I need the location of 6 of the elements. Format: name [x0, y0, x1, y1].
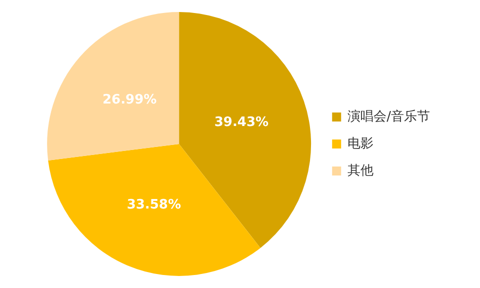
legend-label: 其他: [348, 163, 374, 178]
legend-label: 电影: [348, 136, 374, 152]
data-label: 33.58%: [126, 197, 181, 212]
data-label: 39.43%: [214, 114, 269, 130]
data-label: 26.99%: [102, 92, 157, 108]
legend-label: 演唱会/音乐节: [348, 109, 430, 124]
